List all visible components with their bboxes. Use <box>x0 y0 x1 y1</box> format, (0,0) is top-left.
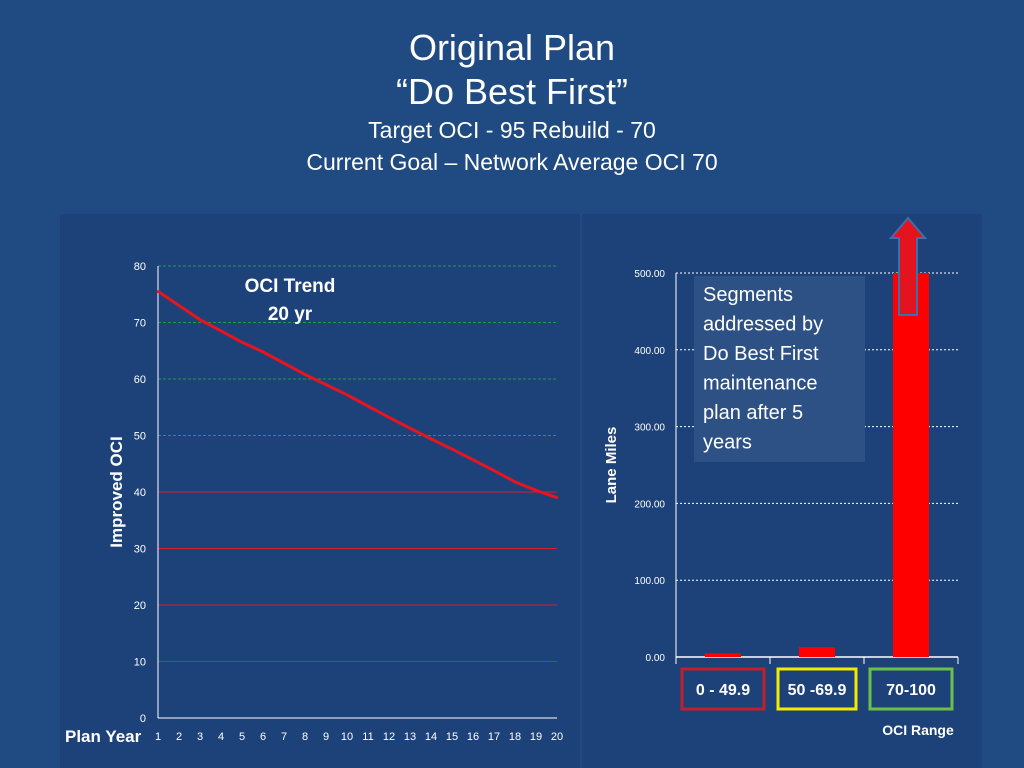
data-point <box>429 437 433 441</box>
x-category-label: 50 -69.9 <box>788 682 847 699</box>
annotation-line: Segments <box>703 284 793 306</box>
data-point <box>261 350 265 354</box>
x-tick-label: 14 <box>425 731 437 743</box>
x-tick-label: 3 <box>197 731 203 743</box>
data-point <box>366 404 370 408</box>
data-point <box>387 416 391 419</box>
data-point <box>534 489 538 492</box>
x-tick-label: 15 <box>446 731 458 743</box>
y-tick-label: 400.00 <box>634 346 665 357</box>
annotation-line: plan after 5 <box>703 402 803 424</box>
y-tick-label: 100.00 <box>634 576 665 587</box>
y-tick-label: 40 <box>134 487 146 499</box>
x-tick-label: 5 <box>239 731 245 743</box>
y-tick-label: 10 <box>134 657 146 669</box>
data-point <box>219 329 223 333</box>
annotation-line: addressed by <box>703 314 823 336</box>
y-tick-label: 50 <box>134 431 146 443</box>
title-line-2: “Do Best First” <box>395 71 628 112</box>
data-point <box>156 290 160 293</box>
data-point <box>324 383 328 386</box>
up-arrow-icon <box>888 216 928 316</box>
slide-title: Original Plan “Do Best First” Target OCI… <box>0 26 1024 178</box>
data-point <box>555 496 559 499</box>
annotation-box <box>694 276 865 462</box>
x-tick-label: 9 <box>323 731 329 743</box>
data-point <box>345 393 349 397</box>
data-point <box>408 426 412 430</box>
x-category-label: 0 - 49.9 <box>696 682 750 699</box>
data-point <box>513 480 517 484</box>
series-line-oci-trend <box>157 290 558 500</box>
y-tick-label: 500.00 <box>634 269 665 280</box>
data-point <box>240 341 244 344</box>
annotation-line: Do Best First <box>703 343 819 365</box>
x-tick-label: 8 <box>302 731 308 743</box>
data-point <box>450 447 454 451</box>
annotation-line: years <box>703 432 752 454</box>
data-point <box>198 318 202 321</box>
data-point <box>492 469 496 472</box>
bar <box>799 647 835 657</box>
annotation-line: maintenance <box>703 373 818 395</box>
x-tick-label: 1 <box>155 731 161 743</box>
y-axis-title: Lane Miles <box>603 427 620 504</box>
y-tick-label: 0 <box>140 713 146 725</box>
y-tick-label: 200.00 <box>634 499 665 510</box>
x-tick-label: 13 <box>404 731 416 743</box>
x-tick-label: 10 <box>341 731 353 743</box>
y-tick-label: 0.00 <box>646 653 666 664</box>
bar <box>705 653 741 657</box>
line-chart-panel <box>60 214 580 768</box>
x-tick-label: 16 <box>467 731 479 743</box>
data-point <box>177 304 181 307</box>
title-line-3: Target OCI - 95 Rebuild - 70 <box>368 117 656 143</box>
x-tick-label: 18 <box>509 731 521 743</box>
y-tick-label: 80 <box>134 261 146 273</box>
x-category-label: 70-100 <box>886 682 936 699</box>
bar-chart: 0.00 100.00 200.00 300.00 400.00 500.00 Lane M… <box>603 216 959 738</box>
x-tick-label: 12 <box>383 731 395 743</box>
data-point <box>471 458 475 461</box>
x-tick-label: 17 <box>488 731 500 743</box>
bar <box>893 273 929 657</box>
x-tick-label: 4 <box>218 731 224 743</box>
y-tick-label: 30 <box>134 544 146 556</box>
x-tick-label: 11 <box>362 731 373 743</box>
data-point <box>282 361 286 365</box>
data-point <box>303 373 307 376</box>
x-axis-title: Plan Year <box>65 727 142 746</box>
x-tick-label: 20 <box>551 731 563 743</box>
y-tick-label: 20 <box>134 600 146 612</box>
title-line-1: Original Plan <box>408 27 616 68</box>
x-axis-title: OCI Range <box>882 722 954 738</box>
x-tick-label: 7 <box>281 731 287 743</box>
category-box <box>776 667 858 711</box>
chart-title-line-1: OCI Trend <box>245 276 336 297</box>
y-axis-title: Improved OCI <box>107 436 126 547</box>
category-box <box>868 667 954 711</box>
y-tick-label: 300.00 <box>634 423 665 434</box>
y-tick-label: 60 <box>134 374 146 386</box>
x-tick-label: 19 <box>530 731 542 743</box>
x-tick-label: 2 <box>176 731 182 743</box>
title-line-4: Current Goal – Network Average OCI 70 <box>306 149 718 175</box>
y-tick-label: 70 <box>134 318 146 330</box>
category-box <box>680 667 766 711</box>
chart-title-line-2: 20 yr <box>268 304 313 325</box>
x-tick-label: 6 <box>260 731 266 743</box>
